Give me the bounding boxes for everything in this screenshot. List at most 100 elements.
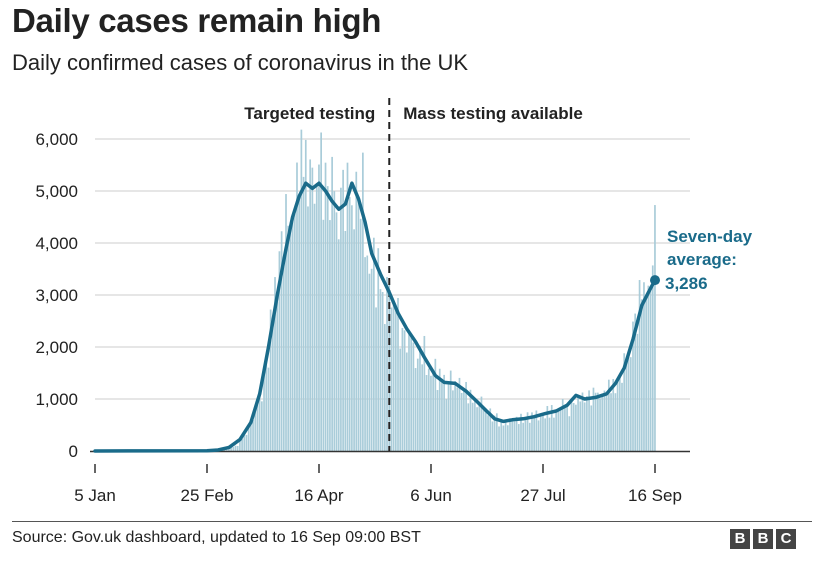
daily-cases-bar: [329, 220, 331, 451]
daily-cases-bar: [399, 348, 402, 451]
daily-cases-bar: [509, 418, 511, 451]
daily-cases-bar: [353, 229, 355, 451]
daily-cases-bar: [247, 427, 250, 451]
daily-cases-bar: [478, 403, 481, 451]
daily-cases-bar: [581, 392, 584, 451]
source-note: Source: Gov.uk dashboard, updated to 16 …: [12, 529, 421, 546]
daily-cases-bar: [377, 248, 380, 451]
daily-cases-bar: [274, 277, 276, 451]
daily-cases-bar: [425, 375, 428, 451]
daily-cases-bar: [271, 324, 274, 451]
daily-cases-bar: [480, 396, 483, 451]
daily-cases-bars: [217, 129, 656, 452]
daily-cases-bar: [370, 268, 373, 451]
daily-cases-bar: [333, 191, 336, 451]
daily-cases-bar: [524, 419, 527, 451]
daily-cases-bar: [618, 376, 621, 451]
mass-testing-label: Mass testing available: [403, 104, 583, 123]
y-tick-label: 6,000: [35, 130, 78, 149]
daily-cases-bar: [386, 276, 388, 451]
daily-cases-bar: [335, 212, 338, 451]
daily-cases-bar: [535, 410, 538, 451]
daily-cases-bar: [241, 438, 243, 451]
daily-cases-bar: [495, 413, 498, 451]
daily-cases-bar: [491, 421, 494, 451]
daily-cases-bar: [452, 390, 454, 451]
daily-cases-bar: [485, 409, 487, 451]
chart-title: Daily cases remain high: [12, 2, 382, 39]
daily-cases-bar: [586, 396, 588, 451]
daily-cases-bar: [520, 413, 522, 451]
daily-cases-bar: [408, 334, 410, 451]
y-tick-label: 5,000: [35, 182, 78, 201]
annotation-value: 3,286: [665, 274, 708, 293]
daily-cases-bar: [463, 388, 465, 451]
daily-cases-bar: [419, 345, 421, 451]
daily-cases-bar: [533, 416, 536, 451]
daily-cases-bar: [421, 364, 424, 451]
daily-cases-bar: [638, 280, 641, 451]
daily-cases-bar: [318, 164, 320, 451]
daily-cases-bar: [629, 357, 632, 451]
daily-cases-bar: [296, 162, 298, 451]
daily-cases-bar: [234, 445, 237, 451]
daily-cases-bar: [326, 186, 329, 451]
daily-cases-bar: [228, 448, 230, 451]
daily-cases-bar: [599, 398, 601, 451]
daily-cases-bar: [564, 407, 566, 451]
daily-cases-bar: [254, 405, 257, 451]
daily-cases-bar: [504, 421, 507, 451]
daily-cases-bar: [230, 447, 232, 451]
daily-cases-bar: [250, 421, 252, 451]
daily-cases-bar: [561, 398, 564, 451]
daily-cases-bar: [298, 193, 301, 451]
cases-chart: 0 1,000 2,000 3,000 4,000 5,000 6,000 5 Jan 25 …: [35, 98, 753, 505]
daily-cases-bar: [381, 291, 384, 451]
daily-cases-bar: [348, 197, 351, 451]
daily-cases-bar: [414, 368, 417, 451]
daily-cases-bar: [320, 132, 322, 452]
daily-cases-bar: [337, 239, 340, 451]
daily-cases-bar: [432, 369, 434, 451]
daily-cases-bar: [239, 440, 241, 451]
daily-cases-bar: [471, 402, 474, 451]
daily-cases-bar: [546, 406, 549, 451]
daily-cases-bar: [344, 231, 347, 451]
daily-cases-bar: [603, 390, 606, 451]
daily-cases-bar: [427, 368, 430, 451]
daily-cases-bar: [311, 167, 314, 452]
daily-cases-bar: [443, 374, 445, 451]
daily-cases-bar: [592, 387, 595, 451]
daily-cases-bar: [383, 324, 386, 451]
daily-cases-bar: [430, 375, 432, 451]
daily-cases-bar: [315, 183, 318, 451]
daily-cases-bar: [548, 417, 551, 451]
daily-cases-bar: [555, 412, 557, 451]
daily-cases-bar: [346, 162, 349, 452]
daily-cases-bar: [300, 129, 303, 451]
daily-cases-bar: [392, 303, 395, 451]
daily-cases-bar: [645, 298, 648, 451]
daily-cases-bar: [375, 307, 377, 451]
daily-cases-bar: [243, 434, 246, 451]
daily-cases-bar: [528, 422, 531, 451]
daily-cases-bar: [390, 307, 393, 451]
daily-cases-bar: [410, 334, 413, 451]
daily-cases-bar: [394, 307, 397, 451]
daily-cases-bar: [493, 415, 496, 451]
daily-cases-bar: [559, 409, 562, 451]
daily-cases-bar: [590, 405, 593, 451]
daily-cases-bar: [487, 415, 489, 451]
daily-cases-bar: [252, 420, 254, 451]
daily-cases-bar: [456, 387, 459, 451]
daily-cases-bar: [544, 418, 546, 451]
daily-cases-bar: [632, 321, 634, 451]
daily-cases-bar: [438, 368, 441, 451]
daily-cases-bar: [416, 358, 419, 451]
daily-cases-bar: [467, 403, 470, 451]
y-tick-label: 2,000: [35, 338, 78, 357]
daily-cases-bar: [304, 139, 307, 451]
daily-cases-bar: [313, 203, 316, 451]
daily-cases-bar: [258, 392, 261, 451]
daily-cases-bar: [397, 297, 399, 451]
